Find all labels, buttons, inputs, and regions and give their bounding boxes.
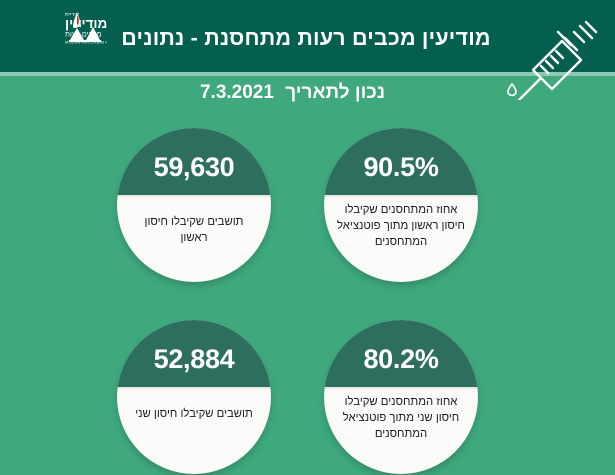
stat-value: 90.5% — [363, 152, 439, 182]
stat-card-first-dose-count: 59,630 תושבים שקיבלו חיסון ראשון — [117, 128, 271, 282]
page-title: מודיעין מכבים רעות מתחסנת - נתונים — [121, 26, 491, 50]
stat-card-second-dose-count: 52,884 תושבים שקיבלו חיסון שני — [117, 320, 271, 474]
stat-cap: 52,884 — [117, 320, 271, 389]
subtitle-label: נכון לתאריך — [285, 82, 386, 103]
stat-value: 80.2% — [363, 344, 439, 374]
stat-cap: 59,630 — [117, 128, 271, 197]
stats-grid: 90.5% אחוז המתחסנים שקיבלו חיסון ראשון מ… — [0, 126, 615, 474]
stat-description: תושבים שקיבלו חיסון ראשון — [144, 216, 244, 245]
header-divider — [0, 72, 615, 76]
header-band — [0, 0, 615, 72]
svg-text:MODIIN MACCABIM REUT: MODIIN MACCABIM REUT — [65, 40, 107, 45]
municipality-logo: עיריית מודיעין מכבים רעות MODIIN MACCABI… — [7, 6, 107, 50]
svg-text:מודיעין: מודיעין — [65, 16, 107, 31]
stat-description: אחוז המתחסנים שקיבלו חיסון שני מתוך פוטנ… — [342, 396, 460, 441]
stat-value: 52,884 — [153, 344, 235, 374]
subtitle: נכון לתאריך 7.3.2021 — [0, 82, 615, 104]
svg-text:עיריית: עיריית — [65, 12, 79, 18]
droplet-icon — [507, 82, 517, 97]
stat-description: תושבים שקיבלו חיסון שני — [135, 408, 253, 420]
stat-card-first-dose-percent: 90.5% אחוז המתחסנים שקיבלו חיסון ראשון מ… — [324, 128, 478, 282]
stat-card-second-dose-percent: 80.2% אחוז המתחסנים שקיבלו חיסון שני מתו… — [324, 320, 478, 474]
syringe-icon — [492, 20, 610, 100]
stat-value: 59,630 — [153, 152, 235, 182]
municipality-logo-icon: עיריית מודיעין מכבים רעות MODIIN MACCABI… — [65, 12, 107, 45]
syringe-glyph — [507, 20, 598, 100]
stat-cap: 90.5% — [324, 128, 478, 197]
stat-cap: 80.2% — [324, 320, 478, 389]
svg-text:מכבים רעות: מכבים רעות — [65, 30, 102, 39]
stat-description: אחוז המתחסנים שקיבלו חיסון ראשון מתוך פו… — [337, 204, 465, 249]
subtitle-date: 7.3.2021 — [199, 82, 274, 103]
